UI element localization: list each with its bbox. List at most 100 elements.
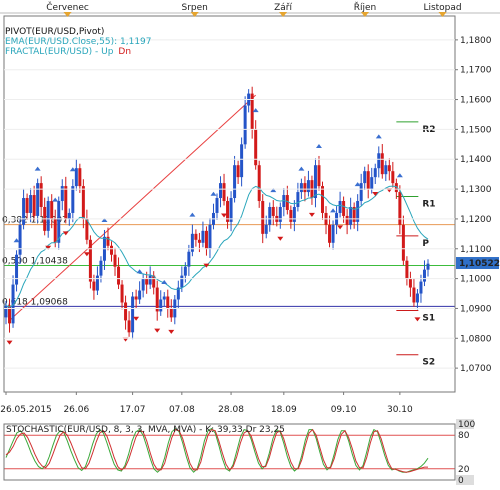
- fractal-down-marker: [45, 245, 52, 250]
- fractal-up-marker: [189, 212, 196, 217]
- candle-body: [4, 305, 8, 318]
- candle-body: [303, 183, 307, 193]
- x-tick-label: 30.10: [387, 405, 413, 415]
- candle-body: [377, 153, 381, 169]
- x-tick-label: 09.10: [331, 405, 357, 415]
- fractal-up-marker: [101, 217, 108, 222]
- candle-body: [36, 183, 40, 216]
- candle-body: [190, 233, 194, 252]
- candle-body: [127, 320, 131, 333]
- candle-body: [74, 168, 78, 187]
- x-tick-label: 28.08: [218, 405, 244, 415]
- candle-body: [197, 239, 201, 243]
- candle-body: [289, 209, 293, 222]
- candle-body: [257, 165, 261, 202]
- candle-body: [236, 165, 240, 178]
- fractal-down-marker: [62, 231, 69, 236]
- candle-body: [401, 224, 405, 261]
- month-label: Červenec: [46, 1, 89, 13]
- candle-body: [391, 171, 395, 184]
- candle-body: [148, 275, 152, 285]
- last-price-tag: [456, 257, 499, 270]
- candle-body: [152, 275, 156, 288]
- candle-body: [67, 212, 71, 219]
- fractal-down-marker: [414, 317, 421, 322]
- candle-body: [187, 251, 191, 267]
- candle-body: [60, 186, 64, 202]
- candle-body: [208, 224, 212, 249]
- candle-body: [215, 198, 219, 213]
- stochastic-tick-label: 0: [458, 476, 464, 486]
- month-label: Září: [274, 3, 292, 13]
- candle-body: [226, 201, 230, 222]
- candle-body: [387, 165, 391, 172]
- x-tick-label: 07.08: [169, 405, 195, 415]
- candle-body: [373, 168, 377, 178]
- candle-body: [106, 236, 110, 246]
- candle-body: [243, 105, 247, 145]
- candle-body: [285, 195, 289, 210]
- month-marker: [190, 12, 199, 17]
- candle-body: [113, 254, 117, 267]
- candle-body: [117, 266, 121, 285]
- candle-body: [306, 180, 310, 193]
- stochastic-tick-bg: [456, 475, 474, 485]
- y-tick-label: 1,1600: [460, 96, 492, 106]
- candle-body: [412, 287, 416, 303]
- last-price-label: 1,10522: [459, 259, 500, 269]
- candle-body: [363, 171, 367, 184]
- candle-body: [169, 308, 173, 318]
- stochastic-tick-bg: [456, 430, 474, 441]
- candle-body: [278, 206, 282, 222]
- candle-body: [250, 93, 254, 130]
- candle-body: [204, 230, 208, 249]
- fractal-legend-name: FRACTAL(EUR/USD) -: [5, 47, 101, 57]
- pivot-legend: PIVOT(EUR/USD,Pivot): [5, 27, 104, 37]
- candle-body: [296, 192, 300, 207]
- candle-body: [22, 198, 26, 225]
- candle-body: [331, 224, 335, 243]
- candle-body: [299, 183, 303, 193]
- candle-body: [39, 183, 43, 207]
- candle-body: [18, 224, 22, 255]
- candle-body: [426, 263, 430, 270]
- candle-body: [338, 201, 342, 213]
- candle-body: [134, 296, 138, 300]
- y-tick-label: 1,1400: [460, 155, 492, 165]
- fractal-down-marker: [6, 340, 13, 345]
- candle-body: [313, 165, 317, 199]
- fractal-up-marker: [315, 143, 322, 148]
- candle-body: [254, 129, 258, 166]
- fractal-up-marker: [396, 173, 403, 178]
- candle-body: [219, 183, 223, 199]
- candle-body: [422, 269, 426, 282]
- candle-body: [64, 186, 68, 219]
- month-label: Listopad: [423, 3, 461, 13]
- fractal-down-marker: [308, 212, 315, 217]
- candle-body: [201, 230, 205, 243]
- fractal-down-marker: [203, 263, 210, 268]
- x-tick-label: 26.05.2015: [0, 405, 52, 415]
- candle-body: [194, 233, 198, 240]
- month-label: Srpen: [182, 3, 208, 13]
- pivot-label: R2: [422, 125, 435, 135]
- candle-body: [124, 302, 128, 321]
- candle-body: [15, 254, 19, 285]
- candle-body: [53, 218, 57, 243]
- stochastic-tick-bg: [456, 419, 474, 429]
- stochastic-d-line: [5, 428, 428, 473]
- fractal-up-marker: [161, 280, 168, 285]
- month-label: Říjen: [354, 2, 377, 13]
- fib-level-label: 0,618 1,09068: [2, 297, 68, 307]
- fractal-down-marker: [372, 192, 379, 197]
- candle-body: [222, 183, 226, 202]
- stochastic-tick-label: 20: [458, 465, 470, 475]
- fractal-up-marker: [270, 188, 277, 193]
- fractal-down-marker: [221, 213, 228, 218]
- pivot-label: R1: [422, 200, 435, 210]
- y-tick-label: 1,1200: [460, 215, 492, 225]
- stochastic-frame: [3, 423, 456, 481]
- candle-body: [81, 186, 85, 219]
- fractal-up-marker: [34, 166, 41, 171]
